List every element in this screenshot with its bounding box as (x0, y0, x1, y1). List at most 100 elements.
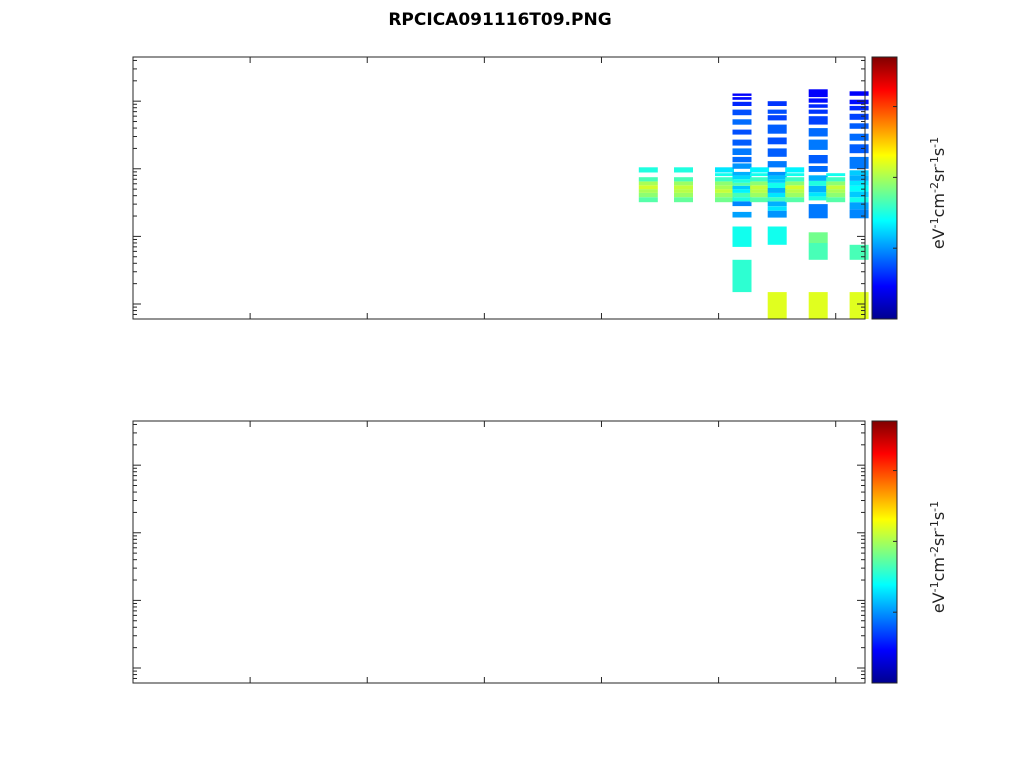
heatmap-cell (674, 197, 693, 203)
heatmap-cell (750, 192, 770, 198)
heatmap-cell (849, 133, 869, 141)
colorbar-label-unit: sr (929, 531, 948, 546)
heatmap-cell (732, 259, 752, 293)
heatmap-cell (849, 113, 869, 120)
heatmap-cell (674, 177, 693, 182)
heatmap-cell (674, 181, 693, 186)
heatmap-cell (849, 99, 869, 105)
heatmap-cell (808, 109, 828, 114)
heatmap-cell (767, 188, 787, 193)
heatmap-cell (808, 292, 828, 319)
heatmap-cell (732, 148, 752, 155)
heatmap-cell (732, 201, 752, 207)
plot-frame (132, 56, 866, 320)
heatmap-cell (849, 156, 869, 169)
heatmap-cell (732, 97, 752, 100)
heatmap-column (767, 101, 787, 319)
heatmap-cell (732, 101, 752, 106)
heatmap-cell (732, 93, 752, 96)
heatmap-cell (732, 129, 752, 135)
colorbar: eV-1cm-2sr-1s-1 (871, 56, 948, 320)
heatmap-cell (750, 185, 770, 190)
heatmap-cell (785, 189, 805, 193)
heatmap-cell (715, 173, 734, 177)
heatmap-cell (674, 185, 693, 190)
heatmap-cell (826, 197, 846, 203)
heatmap-cell (849, 123, 869, 129)
heatmap-cell (808, 232, 828, 243)
colorbar-label-unit: sr (929, 167, 948, 182)
heatmap-cell (715, 197, 734, 203)
heatmap-cell (638, 177, 658, 182)
heatmap-cell (750, 167, 770, 173)
colorbar-label-exponent: -1 (928, 137, 941, 148)
colorbar-gradient (871, 420, 898, 684)
heatmap-cell (767, 210, 787, 218)
heatmap-cell (767, 179, 787, 183)
heatmap-cell (767, 171, 787, 176)
heatmap-cell (767, 101, 787, 106)
heatmap-cell (849, 175, 869, 181)
colorbar-label-unit: cm (929, 557, 948, 581)
heatmap-cell (826, 189, 846, 193)
heatmap-cell (715, 189, 734, 193)
heatmap-cell (732, 189, 752, 193)
heatmap-cell (767, 124, 787, 134)
heatmap-cell (732, 119, 752, 125)
heatmap-column (826, 173, 846, 203)
heatmap-cell (808, 116, 828, 125)
heatmap-cell (826, 177, 846, 182)
heatmap-cell (826, 192, 846, 198)
colorbar-label-unit: eV (929, 228, 948, 249)
heatmap-cells (638, 89, 869, 319)
heatmap-cell (767, 182, 787, 188)
heatmap-cell (767, 115, 787, 121)
heatmap-cell (732, 139, 752, 146)
heatmap-cell (674, 189, 693, 193)
colorbar-gradient (871, 56, 898, 320)
heatmap-cell (638, 189, 658, 193)
colorbar-label-exponent: -2 (928, 546, 941, 557)
heatmap-column (715, 167, 734, 203)
heatmap-cell (674, 192, 693, 198)
heatmap-cell (638, 167, 658, 173)
heatmap-cell (674, 167, 693, 173)
heatmap-cell (849, 191, 869, 198)
heatmap-cell (849, 202, 869, 210)
heatmap-cell (849, 185, 869, 192)
heatmap-cell (732, 226, 752, 247)
heatmap-cell (808, 192, 828, 197)
heatmap-cell (767, 192, 787, 198)
heatmap-column (750, 167, 770, 203)
heatmap-cell (785, 185, 805, 190)
heatmap-cell (732, 211, 752, 218)
heatmap-column (808, 89, 828, 319)
heatmap-cell (808, 104, 828, 108)
heatmap-cell (715, 181, 734, 186)
heatmap-cell (750, 197, 770, 203)
heatmap-cell (732, 109, 752, 116)
colorbar-label-unit: s (929, 512, 948, 520)
heatmap-cell (715, 177, 734, 182)
heatmap-cell (808, 242, 828, 260)
heatmap-cell (808, 185, 828, 193)
heatmap-cell (767, 201, 787, 207)
heatmap-cell (849, 91, 869, 96)
heatmap-cell (808, 166, 828, 172)
heatmap-cell (767, 197, 787, 202)
heatmap-cell (849, 292, 869, 319)
heatmap-cell (826, 181, 846, 186)
heatmap-cell (638, 185, 658, 190)
figure-title: RPCICA091116T09.PNG (388, 10, 611, 30)
heatmap-cell (767, 226, 787, 245)
heatmap-cell (638, 181, 658, 186)
colorbar-label-exponent: -2 (928, 182, 941, 193)
heatmap-cell (638, 192, 658, 198)
plot-frame (132, 420, 866, 684)
heatmap-cell (785, 192, 805, 198)
heatmap-cell (808, 139, 828, 150)
colorbar-label-exponent: -1 (928, 217, 941, 228)
heatmap-cell (808, 196, 828, 201)
heatmap-cell (808, 204, 828, 219)
